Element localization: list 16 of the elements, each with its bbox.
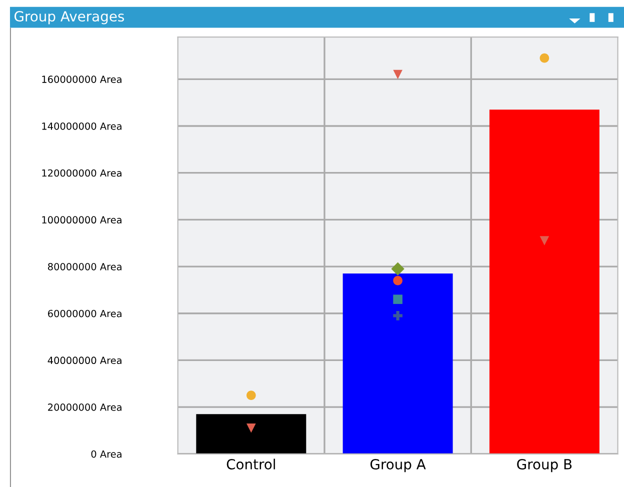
bar <box>342 274 453 454</box>
y-tick-label: 20000000 Area <box>48 404 122 411</box>
y-tick-label: 120000000 Area <box>42 169 122 177</box>
y-tick-label: 40000000 Area <box>48 356 122 364</box>
y-tick-label: 140000000 Area <box>42 122 122 130</box>
chart-title: Group Averages <box>14 11 124 24</box>
x-tick-label: Group B <box>517 458 572 472</box>
x-tick-label: Control <box>226 458 275 470</box>
y-tick-label: 160000000 Area <box>42 76 122 83</box>
y-tick-label: 60000000 Area <box>48 310 122 318</box>
y-tick-label: 80000000 Area <box>48 263 122 270</box>
x-tick-label: Group A <box>370 458 426 472</box>
bar <box>196 414 306 454</box>
bar <box>489 110 600 454</box>
y-tick-label: 100000000 Area <box>42 216 122 224</box>
y-tick-label: 0 Area <box>91 450 122 458</box>
